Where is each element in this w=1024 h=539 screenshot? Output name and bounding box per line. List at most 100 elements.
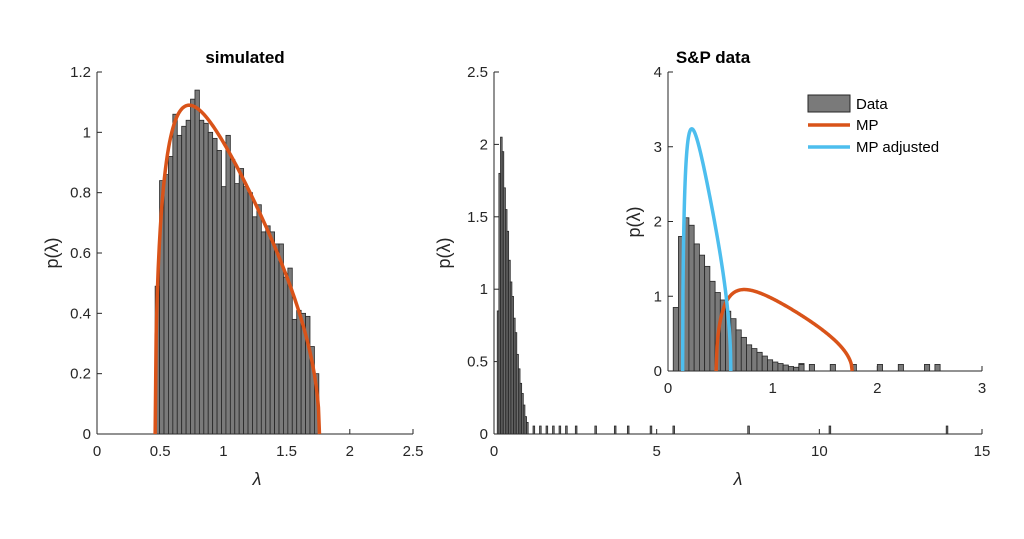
sp-full-outlier-bar xyxy=(672,425,675,435)
panel-simulated: 0 0.5 1 1.5 2 2.5 0 0.2 0.4 0.6 0.8 1 1.2 xyxy=(70,64,423,460)
simulated-x-tick-label: 1 xyxy=(219,443,227,460)
y-axis-label-sp-inset: p(λ) xyxy=(624,207,644,238)
sp-inset-outlier-bar xyxy=(829,364,836,372)
sp-inset-mp-adjusted-line xyxy=(680,127,733,372)
simulated-bar xyxy=(269,231,275,435)
sp-inset-x-tick-label: 1 xyxy=(768,380,776,397)
simulated-bar xyxy=(229,159,236,435)
sp-inset-bar xyxy=(751,348,758,372)
sp-inset-bar xyxy=(772,361,779,372)
y-axis-label-sp: p(λ) xyxy=(434,238,454,269)
sp-inset-bar xyxy=(740,336,747,372)
simulated-bar xyxy=(194,89,200,435)
sp-inset-bar xyxy=(793,366,800,372)
sp-inset-bar xyxy=(787,366,794,372)
sp-full-outlier-bar xyxy=(552,425,555,435)
simulated-y-tick-label: 1 xyxy=(83,124,91,141)
simulated-bar xyxy=(181,125,187,435)
sp-full-outlier-bar xyxy=(594,425,597,435)
simulated-x-tick-label: 2.5 xyxy=(403,443,424,460)
sp-full-y-tick-label: 1 xyxy=(480,281,488,298)
sp-full-y-tick-label: 2.5 xyxy=(467,64,488,81)
simulated-bar xyxy=(198,119,205,435)
simulated-bar xyxy=(238,168,245,435)
legend-label-mp: MP xyxy=(856,117,879,134)
simulated-y-tick-label: 0 xyxy=(83,426,91,443)
legend-label-data: Data xyxy=(856,96,888,113)
simulated-bar xyxy=(190,98,196,435)
sp-inset-bar xyxy=(756,351,763,372)
sp-full-outlier-bar xyxy=(574,425,578,435)
simulated-bar xyxy=(278,243,284,435)
simulated-x-tick-label: 0 xyxy=(93,443,101,460)
sp-full-outlier-bar xyxy=(565,425,568,435)
simulated-bar xyxy=(163,174,169,435)
sp-inset-bar xyxy=(761,355,768,372)
simulated-bar xyxy=(203,122,209,435)
sp-full-outlier-bar xyxy=(558,425,562,435)
simulated-bar xyxy=(260,231,267,435)
sp-inset-outlier-bar xyxy=(924,364,931,372)
sp-full-y-tick-label: 0 xyxy=(480,426,488,443)
sp-full-outlier-bar xyxy=(539,425,542,435)
sp-inset-bar xyxy=(782,364,789,372)
simulated-bar xyxy=(216,150,222,435)
sp-inset-y-tick-label: 1 xyxy=(654,288,662,305)
sp-inset-bar xyxy=(777,363,784,372)
sp-full-bar xyxy=(526,422,529,435)
sp-inset-bar xyxy=(767,359,774,372)
sp-inset-outlier-bar xyxy=(876,364,883,372)
sp-inset-bar xyxy=(704,265,711,372)
sp-inset-x-tick-label: 2 xyxy=(873,380,881,397)
simulated-bar xyxy=(274,243,280,435)
simulated-bar xyxy=(212,137,218,435)
simulated-bar xyxy=(265,225,271,435)
simulated-mp-line xyxy=(153,103,322,435)
x-axis-label-simulated: λ xyxy=(252,469,262,489)
legend-swatch-data xyxy=(807,94,851,113)
simulated-bar xyxy=(172,113,178,435)
simulated-y-tick-label: 0.8 xyxy=(70,185,91,202)
simulated-bar xyxy=(221,186,227,435)
sp-full-outlier-bar xyxy=(747,425,750,435)
sp-inset-outlier-bar xyxy=(808,364,815,372)
sp-inset-x-tick-label: 3 xyxy=(978,380,986,397)
sp-inset-bar xyxy=(693,243,700,372)
sp-full-x-tick-label: 0 xyxy=(490,443,498,460)
simulated-bar xyxy=(256,204,262,435)
simulated-y-tick-label: 0.4 xyxy=(70,305,91,322)
simulated-bar xyxy=(243,186,249,435)
sp-full-outlier-bar xyxy=(828,425,832,435)
simulated-bar xyxy=(234,183,240,435)
legend-label-mp-adjusted: MP adjusted xyxy=(856,139,939,156)
sp-full-y-tick-label: 1.5 xyxy=(467,209,488,226)
sp-inset-y-tick-label: 3 xyxy=(654,139,662,156)
sp-full-outlier-bar xyxy=(613,425,617,435)
x-axis-label-sp: λ xyxy=(733,469,743,489)
simulated-bar xyxy=(185,119,191,435)
sp-full-x-tick-label: 15 xyxy=(974,443,991,460)
simulated-bar xyxy=(296,309,302,435)
sp-full-outlier-bar xyxy=(945,425,949,435)
sp-inset-y-tick-label: 2 xyxy=(654,214,662,231)
sp-inset-outlier-bar xyxy=(897,364,904,372)
simulated-x-tick-label: 2 xyxy=(346,443,354,460)
y-axis-label-simulated: p(λ) xyxy=(42,238,62,269)
sp-full-x-tick-label: 5 xyxy=(652,443,660,460)
sp-inset-x-tick-label: 0 xyxy=(664,380,672,397)
sp-inset-outlier-bar xyxy=(798,364,805,372)
sp-full-y-tick-label: 2 xyxy=(480,136,488,153)
simulated-bar xyxy=(291,318,298,435)
sp-inset-bar xyxy=(746,344,753,372)
simulated-bar xyxy=(176,134,183,435)
simulated-y-tick-label: 0.2 xyxy=(70,366,91,383)
sp-inset-bar xyxy=(699,254,706,372)
simulated-bar xyxy=(283,276,289,435)
sp-inset-mp-line xyxy=(714,287,854,372)
simulated-bar xyxy=(225,134,231,435)
sp-inset-bar xyxy=(735,329,742,372)
sp-full-outlier-bar xyxy=(545,425,549,435)
